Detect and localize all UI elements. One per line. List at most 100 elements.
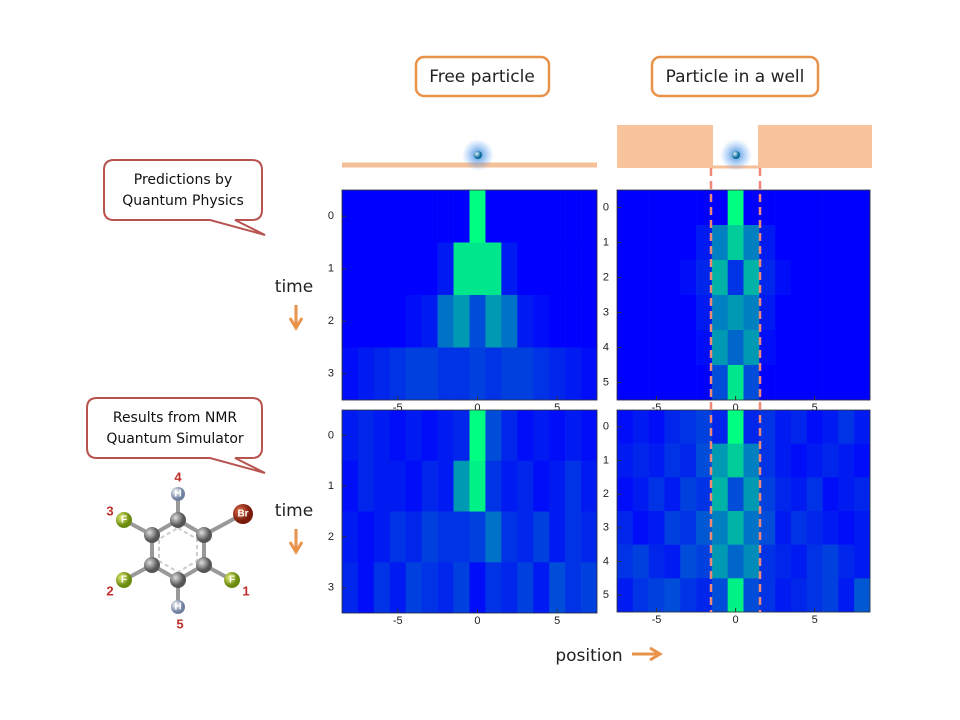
heat-cell [437, 190, 454, 243]
heat-cell [421, 511, 438, 563]
heat-cell [822, 295, 839, 331]
heat-cell [806, 365, 823, 401]
heat-cell [854, 225, 871, 261]
y-tick-label: 0 [603, 421, 609, 433]
heat-cell [405, 347, 422, 401]
heat-cell [617, 295, 634, 331]
heat-cell [421, 347, 438, 401]
heat-cell [680, 365, 697, 401]
heat-cell [632, 477, 649, 512]
heat-cell [501, 460, 518, 512]
heat-cell [533, 347, 550, 401]
heat-cell [581, 562, 598, 614]
heat-cell [617, 477, 634, 512]
heat-cell [389, 410, 407, 462]
heat-cell [743, 190, 760, 226]
y-tick-label: 4 [603, 555, 609, 567]
heat-cell [617, 544, 634, 579]
heat-cell [648, 260, 665, 296]
heat-cell [501, 410, 518, 462]
y-tick-label: 5 [603, 589, 609, 601]
heat-cell [775, 477, 792, 512]
heat-cell [790, 365, 808, 401]
heat-cell [405, 562, 422, 614]
heat-cell [373, 242, 391, 296]
heat-cell [680, 477, 697, 512]
heat-cell [680, 295, 697, 331]
heat-cell [711, 477, 728, 512]
heat-cell [632, 511, 649, 545]
heat-cell [389, 562, 407, 614]
heat-cell [854, 578, 871, 613]
heat-cell [581, 295, 598, 348]
heat-cell [533, 295, 550, 348]
heat-cell [389, 347, 407, 401]
heat-cell [485, 347, 502, 401]
heat-cell [485, 410, 502, 462]
heat-cell [469, 190, 486, 243]
y-tick-label: 0 [328, 210, 334, 222]
heat-cell [806, 190, 823, 226]
heat-cell [501, 347, 518, 401]
heat-cell [469, 460, 486, 512]
heat-cell [648, 295, 665, 331]
heat-cell [533, 511, 550, 563]
plot-frame [616, 409, 871, 613]
heat-cell [632, 330, 649, 366]
time-label: time [275, 501, 313, 521]
heat-cell [727, 225, 744, 261]
title-box [650, 55, 820, 98]
heat-cell [342, 410, 359, 462]
heat-cell [759, 544, 776, 579]
heat-cell [501, 511, 518, 563]
heat-cell [517, 511, 534, 563]
heat-cell [373, 347, 391, 401]
heat-cell [775, 365, 792, 401]
heat-cell [759, 477, 776, 512]
heat-cell [838, 260, 855, 296]
heat-cell [806, 295, 823, 331]
heat-cell [822, 410, 839, 444]
x-tick-label: 5 [812, 402, 818, 414]
heat-cell [437, 295, 454, 348]
heat-cell [581, 347, 598, 401]
heat-cell [517, 460, 534, 512]
y-tick-label: 1 [603, 236, 609, 248]
heat-cell [696, 330, 713, 366]
heat-cell [533, 190, 550, 243]
heat-cell [664, 544, 681, 579]
heat-cell [581, 460, 598, 512]
heat-cell [727, 365, 744, 401]
heat-cell [696, 443, 713, 478]
heat-cell [790, 511, 808, 545]
y-tick-label: 3 [328, 582, 334, 594]
heat-cell [421, 190, 438, 243]
callout-text: Quantum Physics [122, 193, 244, 209]
heat-cell [485, 562, 502, 614]
position-label: position [555, 646, 622, 666]
heat-cell [453, 460, 470, 512]
well-edges [709, 168, 762, 612]
heat-cell [743, 477, 760, 512]
heat-cell [664, 365, 681, 401]
plot-frame [616, 189, 871, 401]
heat-cell [357, 511, 375, 563]
y-tick-label: 0 [603, 201, 609, 213]
heat-cell [727, 443, 744, 478]
heat-cell [517, 190, 534, 243]
heat-cell [775, 330, 792, 366]
heat-cell [711, 225, 728, 261]
y-tick-label: 3 [603, 522, 609, 534]
heat-cell [421, 242, 438, 296]
heat-cell [790, 544, 808, 579]
heat-cell [549, 295, 566, 348]
heat-cell [664, 225, 681, 261]
heat-cell [389, 190, 407, 243]
heat-cell [549, 562, 566, 614]
heat-cell [838, 544, 855, 579]
heat-cell [822, 260, 839, 296]
heat-cell [469, 562, 486, 614]
heat-cell [617, 410, 634, 444]
heat-cell [533, 410, 550, 462]
heat-cell [421, 562, 438, 614]
